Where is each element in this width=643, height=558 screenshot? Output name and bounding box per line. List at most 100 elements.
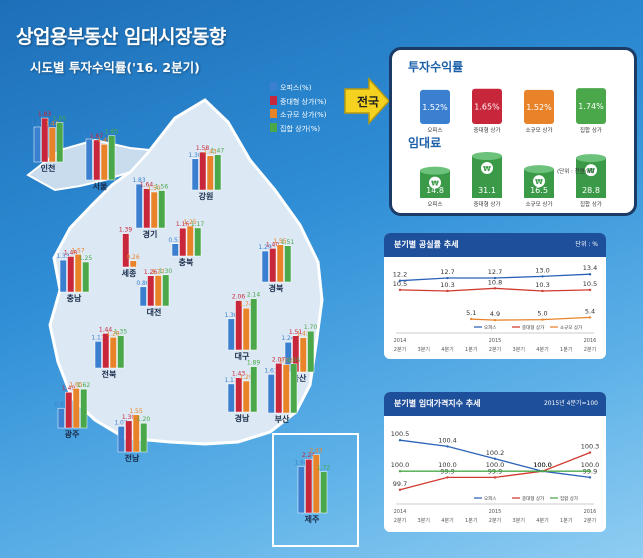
region-bar-value: 1.64 — [140, 182, 154, 189]
legend-item-collective-shop: 집합 상가(%) — [270, 122, 327, 137]
region-bar — [150, 191, 158, 229]
vacancy-chart-unit: 단위 : % — [575, 241, 598, 248]
series-value-label: 12.7 — [440, 268, 454, 276]
region-bar — [48, 127, 56, 163]
series-point — [493, 287, 497, 290]
region-group-10: 1.111.441.281.35 전북 — [91, 326, 127, 379]
region-group-8: 0.80 1.261.271.30 대전 — [136, 268, 172, 317]
series-value-label: 100.0 — [533, 461, 552, 469]
region-bar-value: 1.28 — [106, 330, 120, 337]
region-group-15: 1.071.301.551.20 전남 — [114, 408, 150, 463]
region-bar — [214, 154, 222, 191]
series-value-label: 5.4 — [585, 307, 595, 315]
region-bar — [125, 420, 133, 453]
region-bar — [65, 391, 73, 429]
region-group-14: 1.61 2.072.022.05 부산 — [264, 356, 300, 424]
region-name: 제주 — [305, 514, 320, 524]
legend-label: 중대형 상가 — [522, 495, 544, 502]
series-point — [588, 476, 592, 479]
region-bar-value: 2.43 — [309, 448, 323, 455]
series-value-label: 100.0 — [533, 461, 552, 469]
series-value-label: 100.0 — [391, 461, 410, 469]
region-bar — [122, 233, 130, 268]
region-bar — [56, 122, 64, 163]
roi-box-0: 1.52% 오피스 — [420, 89, 450, 134]
x-tick-label: 2분기 — [584, 517, 596, 524]
region-group-1: 1.711.671.491.85 서울 — [82, 129, 118, 191]
rent-cylinder-top — [420, 166, 450, 175]
won-symbol: ₩ — [431, 180, 439, 188]
region-bar-value: 1.56 — [155, 184, 169, 191]
region-bar — [147, 275, 155, 307]
x-tick-label: 3분기 — [513, 346, 525, 353]
x-tick-label: 3분기 — [418, 517, 430, 524]
rent-index-chart-title: 분기별 임대가격지수 추세 — [394, 399, 481, 408]
x-tick-label: 2분기 — [489, 517, 501, 524]
region-bar — [276, 244, 284, 283]
region-name: 울산 — [292, 373, 307, 383]
x-tick-label: 2분기 — [489, 346, 501, 353]
x-tick-label: 3분기 — [513, 517, 525, 524]
region-bar-value: 1.30 — [159, 268, 173, 275]
legend-label: 오피스 — [484, 324, 496, 331]
won-symbol: ₩ — [535, 178, 543, 186]
region-bar-value: 1.35 — [114, 329, 128, 336]
series-value-label: 100.0 — [533, 461, 552, 469]
roi-title: 투자수익률 — [408, 60, 464, 74]
rent-cylinder-1: ₩31.1 중대형 상가 — [472, 152, 502, 208]
region-bar — [140, 422, 148, 453]
region-name: 대전 — [147, 307, 162, 317]
x-tick-label: 1분기 — [465, 346, 477, 353]
roi-label: 집합 상가 — [580, 126, 602, 134]
region-bar — [261, 250, 269, 283]
rent-cylinder-0: ₩14.8 오피스 — [420, 166, 450, 208]
x-tick-label: 2분기 — [584, 346, 596, 353]
region-bar — [143, 188, 151, 229]
region-bar — [242, 307, 250, 351]
region-name: 충북 — [179, 257, 194, 267]
region-bar — [297, 466, 305, 514]
region-bar — [100, 143, 108, 181]
roi-label: 소규모 상가 — [525, 126, 552, 134]
region-bar-value: 1.29 — [239, 374, 253, 381]
region-bar — [194, 227, 202, 257]
series-point — [446, 276, 449, 280]
region-bar-value: 1.40 — [266, 241, 280, 248]
legend-item-mid-shop: 중대형 상가(%) — [270, 95, 327, 110]
region-bar — [109, 337, 117, 369]
region-bar-value: 1.17 — [224, 377, 238, 384]
region-bar — [282, 364, 290, 414]
region-bar-value: 1.29 — [258, 244, 272, 251]
region-bar-value: 1.57 — [71, 247, 85, 254]
region-bar — [305, 458, 313, 514]
region-bar — [72, 388, 80, 429]
region-bar-value: 1.25 — [79, 255, 93, 262]
rent-value: 14.8 — [426, 186, 444, 195]
region-group-6: 1.291.401.551.51 경북 — [258, 238, 294, 293]
region-bar-value: 1.70 — [304, 324, 318, 331]
x-tick-label: 4분기 — [441, 517, 453, 524]
region-bar-value: 1.27 — [151, 269, 165, 276]
region-bar — [191, 158, 199, 191]
region-bar-value: 1.43 — [296, 331, 310, 338]
jeju-inset — [272, 433, 359, 547]
rent-cylinder-top — [524, 165, 554, 174]
series-value-label: 10.5 — [393, 280, 407, 288]
region-group-4: 0.51 1.161.251.17 충북 — [168, 219, 204, 267]
region-bar — [135, 183, 143, 229]
region-bar-value: 2.24 — [302, 452, 316, 459]
x-tick-label: 4분기 — [536, 517, 548, 524]
rent-index-chart-box: 분기별 임대가격지수 추세 2015년 4분기=100 2분기 3분기 4분기 1분기 2… — [384, 392, 606, 532]
region-bar-value: 1.83 — [38, 111, 52, 118]
region-bar — [85, 138, 93, 181]
x-tick-label: 1분기 — [465, 517, 477, 524]
roi-value: 1.65% — [474, 102, 500, 111]
series-point — [588, 470, 592, 473]
region-bar — [227, 318, 235, 351]
region-bar-value: 1.83 — [132, 177, 146, 184]
series-value-label: 5.0 — [537, 310, 547, 318]
region-bar — [41, 117, 49, 163]
rent-label: 소규모 상가 — [525, 200, 552, 208]
region-bar-value: 1.30 — [224, 312, 238, 319]
